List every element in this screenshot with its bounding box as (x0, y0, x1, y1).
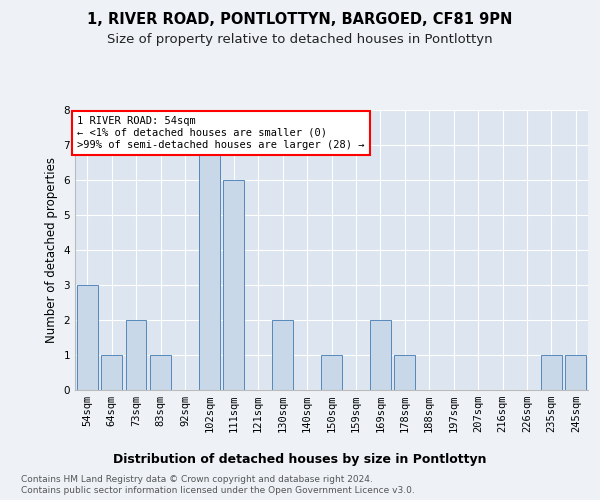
Bar (394, 355, 415, 390)
Bar (199, 145, 220, 390)
Bar (565, 355, 586, 390)
Text: 1, RIVER ROAD, PONTLOTTYN, BARGOED, CF81 9PN: 1, RIVER ROAD, PONTLOTTYN, BARGOED, CF81… (88, 12, 512, 28)
Bar (125, 320, 146, 390)
Bar (101, 355, 122, 390)
Bar (321, 355, 342, 390)
Y-axis label: Number of detached properties: Number of detached properties (45, 157, 58, 343)
Text: 1 RIVER ROAD: 54sqm
← <1% of detached houses are smaller (0)
>99% of semi-detach: 1 RIVER ROAD: 54sqm ← <1% of detached ho… (77, 116, 365, 150)
Text: Distribution of detached houses by size in Pontlottyn: Distribution of detached houses by size … (113, 452, 487, 466)
Bar (272, 320, 293, 390)
Text: Contains HM Land Registry data © Crown copyright and database right 2024.: Contains HM Land Registry data © Crown c… (21, 475, 373, 484)
Bar (223, 180, 244, 390)
Text: Size of property relative to detached houses in Pontlottyn: Size of property relative to detached ho… (107, 32, 493, 46)
Text: Contains public sector information licensed under the Open Government Licence v3: Contains public sector information licen… (21, 486, 415, 495)
Bar (150, 355, 171, 390)
Bar (77, 285, 98, 390)
Bar (541, 355, 562, 390)
Bar (370, 320, 391, 390)
